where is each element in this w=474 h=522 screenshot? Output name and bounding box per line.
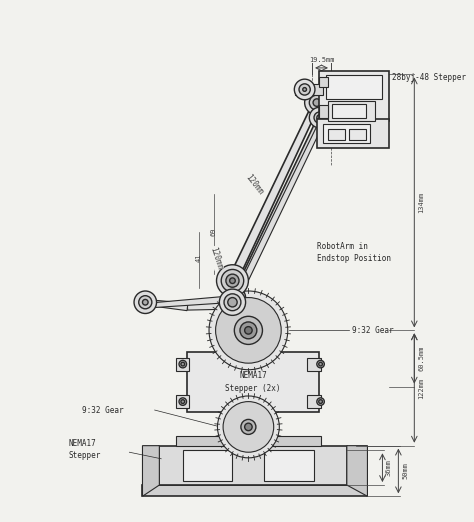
Text: 41: 41 bbox=[196, 254, 202, 263]
Polygon shape bbox=[347, 446, 367, 496]
Circle shape bbox=[317, 115, 322, 121]
Polygon shape bbox=[176, 395, 189, 408]
Text: RobotArm in
Endstop Position: RobotArm in Endstop Position bbox=[317, 242, 391, 263]
Polygon shape bbox=[323, 124, 370, 143]
Text: 60.5mm: 60.5mm bbox=[418, 346, 424, 371]
Polygon shape bbox=[159, 446, 347, 485]
Circle shape bbox=[226, 274, 239, 287]
Text: NEMA17
Stepper (2x): NEMA17 Stepper (2x) bbox=[225, 371, 281, 393]
Polygon shape bbox=[326, 75, 383, 99]
Polygon shape bbox=[145, 300, 188, 311]
Circle shape bbox=[303, 88, 307, 91]
Circle shape bbox=[240, 322, 257, 339]
Circle shape bbox=[219, 289, 246, 315]
Circle shape bbox=[217, 265, 248, 296]
Polygon shape bbox=[176, 436, 320, 446]
Circle shape bbox=[310, 108, 330, 128]
Circle shape bbox=[134, 291, 156, 314]
Polygon shape bbox=[319, 105, 328, 117]
Polygon shape bbox=[308, 395, 320, 408]
Polygon shape bbox=[187, 301, 225, 310]
Polygon shape bbox=[319, 77, 328, 87]
Polygon shape bbox=[332, 104, 365, 117]
Text: NEMA17
Stepper: NEMA17 Stepper bbox=[68, 438, 101, 460]
Circle shape bbox=[317, 398, 324, 406]
Circle shape bbox=[179, 398, 187, 406]
Polygon shape bbox=[228, 101, 320, 283]
Text: 122mm: 122mm bbox=[418, 377, 424, 399]
Circle shape bbox=[179, 360, 187, 368]
Circle shape bbox=[139, 295, 152, 309]
Circle shape bbox=[310, 95, 324, 110]
Text: 36mm: 36mm bbox=[385, 459, 391, 476]
Polygon shape bbox=[349, 129, 365, 140]
Circle shape bbox=[317, 360, 324, 368]
Circle shape bbox=[216, 298, 281, 363]
Text: 9:32 Gear: 9:32 Gear bbox=[352, 326, 393, 335]
Polygon shape bbox=[231, 121, 324, 304]
Polygon shape bbox=[176, 358, 189, 371]
Polygon shape bbox=[143, 446, 159, 496]
Text: 69: 69 bbox=[211, 228, 217, 236]
Polygon shape bbox=[319, 70, 389, 121]
Polygon shape bbox=[155, 296, 228, 307]
Text: 28byj-48 Stepper: 28byj-48 Stepper bbox=[392, 73, 466, 82]
Circle shape bbox=[245, 327, 252, 334]
Circle shape bbox=[209, 291, 288, 370]
Polygon shape bbox=[295, 84, 323, 95]
Circle shape bbox=[181, 362, 185, 366]
Polygon shape bbox=[328, 101, 375, 121]
Text: 50mm: 50mm bbox=[402, 462, 408, 480]
Circle shape bbox=[305, 90, 329, 115]
Polygon shape bbox=[188, 352, 319, 412]
Circle shape bbox=[313, 99, 320, 106]
Circle shape bbox=[223, 401, 273, 452]
Text: 120mm: 120mm bbox=[243, 172, 264, 196]
Circle shape bbox=[143, 300, 148, 305]
Circle shape bbox=[241, 419, 256, 434]
Polygon shape bbox=[308, 358, 320, 371]
Circle shape bbox=[225, 287, 246, 308]
Polygon shape bbox=[183, 450, 232, 481]
Text: 9:32 Gear: 9:32 Gear bbox=[82, 406, 124, 414]
Circle shape bbox=[229, 278, 235, 283]
Circle shape bbox=[319, 362, 322, 366]
Circle shape bbox=[181, 400, 185, 404]
Circle shape bbox=[245, 423, 252, 431]
Text: 134mm: 134mm bbox=[418, 192, 424, 213]
Circle shape bbox=[228, 298, 237, 307]
Circle shape bbox=[314, 112, 325, 123]
Polygon shape bbox=[143, 485, 367, 496]
Text: 120mm: 120mm bbox=[208, 246, 223, 270]
Polygon shape bbox=[328, 129, 345, 140]
Polygon shape bbox=[264, 450, 314, 481]
Circle shape bbox=[229, 292, 241, 303]
Circle shape bbox=[224, 294, 241, 311]
Circle shape bbox=[299, 84, 310, 95]
Text: 19.5mm: 19.5mm bbox=[309, 57, 334, 63]
Circle shape bbox=[218, 396, 279, 458]
Circle shape bbox=[221, 269, 244, 292]
Circle shape bbox=[234, 316, 263, 345]
Circle shape bbox=[294, 79, 315, 100]
Polygon shape bbox=[317, 120, 389, 148]
Polygon shape bbox=[235, 114, 324, 293]
Circle shape bbox=[319, 400, 322, 404]
Circle shape bbox=[232, 295, 238, 300]
